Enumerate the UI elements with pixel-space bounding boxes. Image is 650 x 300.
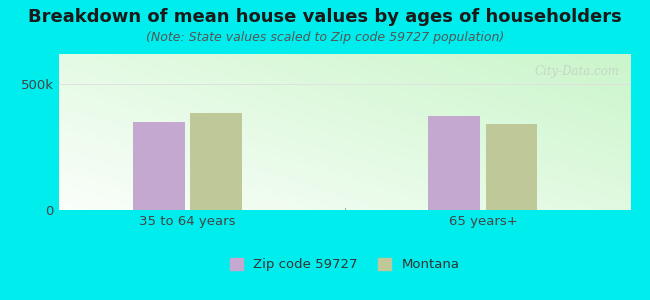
- Text: (Note: State values scaled to Zip code 59727 population): (Note: State values scaled to Zip code 5…: [146, 32, 504, 44]
- Bar: [428, 116, 480, 210]
- Text: Breakdown of mean house values by ages of householders: Breakdown of mean house values by ages o…: [28, 8, 622, 26]
- Text: City-Data.com: City-Data.com: [534, 65, 619, 78]
- Bar: [190, 113, 242, 210]
- Bar: [133, 122, 185, 210]
- Bar: [486, 124, 538, 210]
- Legend: Zip code 59727, Montana: Zip code 59727, Montana: [226, 254, 463, 275]
